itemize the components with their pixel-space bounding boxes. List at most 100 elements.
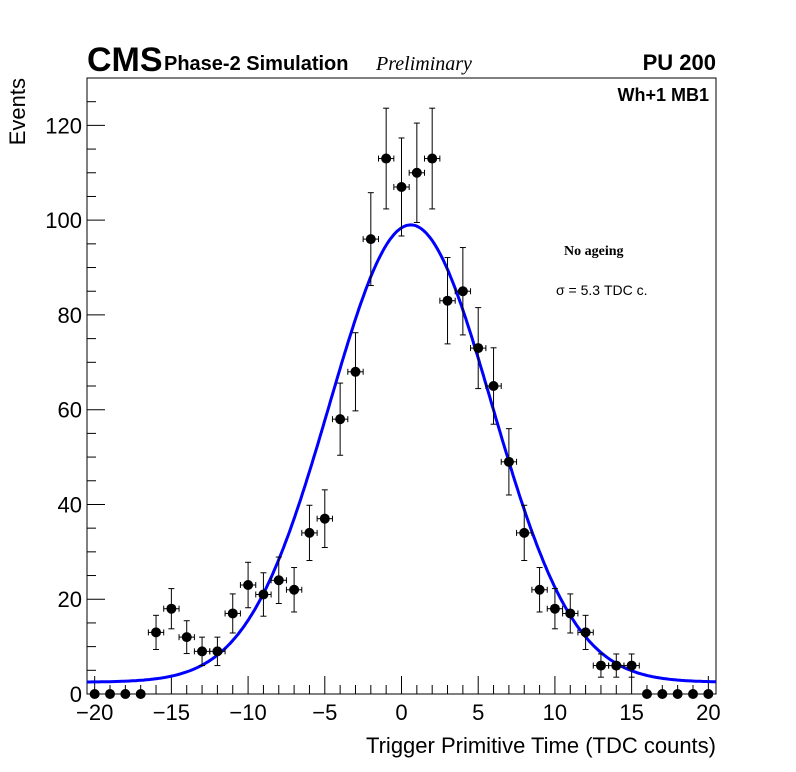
condition-label: No ageing: [564, 244, 624, 259]
data-point: [672, 689, 683, 699]
resolution-label: σ = 5.3 TDC c.: [556, 282, 648, 298]
data-point: [239, 561, 257, 609]
data-points-layer: [89, 107, 714, 699]
y-tick-label: 120: [45, 113, 82, 138]
data-marker: [580, 627, 591, 638]
data-point: [592, 653, 610, 678]
y-axis-title: Events: [5, 78, 30, 145]
data-point: [641, 689, 652, 699]
data-marker: [442, 295, 453, 306]
data-point: [270, 556, 287, 604]
data-marker: [365, 234, 376, 245]
data-marker: [703, 689, 714, 699]
data-marker: [197, 646, 208, 657]
data-marker: [289, 584, 300, 595]
data-marker: [687, 689, 698, 699]
data-marker: [657, 689, 668, 699]
data-point: [178, 620, 195, 655]
x-tick-label: −15: [153, 700, 190, 725]
data-marker: [626, 660, 637, 671]
data-marker: [565, 608, 576, 619]
y-tick-label: 20: [58, 587, 82, 612]
x-tick-label: 5: [472, 700, 484, 725]
x-axis-title: Trigger Primitive Time (TDC counts): [366, 733, 716, 758]
tick-labels: −20 −15 −10 −5 0 5 10 15 20 0 20 40 60 80 100 120: [45, 113, 720, 725]
data-marker: [319, 513, 330, 524]
data-point: [147, 614, 165, 650]
x-tick-label: 0: [395, 700, 407, 725]
data-point: [439, 257, 456, 345]
data-marker: [105, 689, 116, 699]
data-point: [408, 122, 426, 223]
data-marker: [396, 181, 407, 192]
pileup-label: PU 200: [643, 50, 716, 75]
data-point: [454, 247, 472, 336]
data-marker: [166, 603, 177, 614]
data-marker: [335, 414, 346, 425]
data-marker: [611, 660, 622, 671]
data-point: [516, 504, 533, 562]
data-point: [163, 588, 180, 630]
data-marker: [672, 689, 683, 699]
data-point: [485, 347, 502, 425]
data-point: [562, 593, 579, 634]
data-point: [393, 137, 410, 237]
data-marker: [381, 153, 392, 164]
data-marker: [304, 527, 315, 538]
data-point: [285, 567, 303, 613]
data-marker: [212, 646, 223, 657]
y-tick-label: 0: [70, 682, 82, 707]
data-point: [623, 653, 640, 678]
y-tick-label: 40: [58, 492, 82, 517]
y-tick-label: 60: [58, 398, 82, 423]
data-point: [347, 332, 364, 412]
data-point: [577, 614, 594, 650]
x-tick-label: 20: [696, 700, 720, 725]
data-point: [500, 428, 518, 496]
data-marker: [641, 689, 652, 699]
data-marker: [473, 343, 484, 354]
axis-ticks: [87, 101, 709, 695]
data-point: [105, 689, 116, 699]
data-point: [331, 382, 349, 456]
data-marker: [89, 689, 100, 699]
data-marker: [120, 689, 131, 699]
y-tick-label: 80: [58, 303, 82, 328]
data-point: [301, 504, 318, 562]
data-point: [377, 107, 395, 210]
x-tick-label: 10: [543, 700, 567, 725]
data-point: [135, 689, 146, 699]
region-label: Wh+1 MB1: [617, 85, 709, 105]
data-point: [608, 653, 625, 678]
data-marker: [151, 627, 162, 638]
x-tick-label: 15: [619, 700, 643, 725]
data-marker: [350, 366, 361, 377]
data-point: [316, 489, 333, 548]
data-point: [89, 689, 100, 699]
x-tick-label: −20: [76, 700, 113, 725]
x-tick-label: −10: [229, 700, 266, 725]
data-marker: [135, 689, 146, 699]
data-marker: [258, 589, 269, 600]
data-point: [703, 689, 714, 699]
data-point: [209, 636, 226, 667]
data-point: [687, 689, 698, 699]
x-tick-label: −5: [312, 700, 337, 725]
data-point: [531, 567, 548, 613]
data-point: [224, 593, 241, 634]
data-point: [362, 192, 379, 287]
data-marker: [549, 603, 560, 614]
data-marker: [488, 381, 499, 391]
data-marker: [273, 575, 284, 586]
preliminary-label: Preliminary: [375, 53, 472, 75]
data-marker: [227, 608, 238, 619]
y-tick-label: 100: [45, 208, 82, 233]
data-marker: [181, 632, 192, 643]
data-point: [193, 636, 211, 667]
data-point: [120, 689, 131, 699]
data-marker: [411, 167, 422, 178]
cms-label: CMS: [87, 41, 163, 79]
data-point: [470, 307, 487, 390]
data-marker: [519, 527, 530, 538]
